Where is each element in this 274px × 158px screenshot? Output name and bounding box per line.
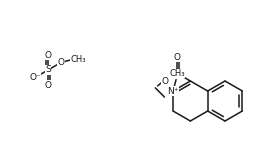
- Text: O: O: [162, 76, 169, 85]
- Text: S: S: [45, 66, 51, 75]
- Text: O: O: [173, 53, 181, 62]
- Text: CH₃: CH₃: [71, 55, 86, 64]
- Text: O: O: [44, 80, 52, 89]
- Text: O: O: [58, 58, 64, 67]
- Text: CH₃: CH₃: [169, 69, 185, 78]
- Text: O: O: [44, 51, 52, 60]
- Text: N⁺: N⁺: [167, 86, 179, 95]
- Text: O⁻: O⁻: [29, 73, 41, 82]
